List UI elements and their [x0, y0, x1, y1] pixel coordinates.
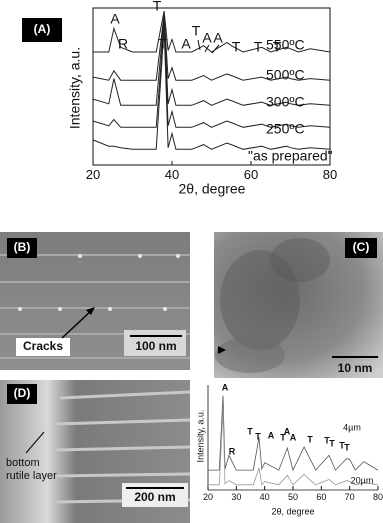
x-axis-label: 2θ, degree: [179, 181, 246, 197]
annotation: rutile layer: [6, 470, 57, 482]
x-tick-label: 80: [373, 492, 383, 502]
tem-image-c: (C) 10 nm: [214, 232, 383, 378]
peak-annotation: T: [232, 39, 241, 55]
peak-annotation: R: [229, 446, 236, 456]
x-tick-label: 20: [86, 167, 100, 182]
x-tick-label: 50: [288, 492, 298, 502]
x-tick-label: 70: [345, 492, 355, 502]
series-label: 550ºC: [266, 37, 305, 53]
peak-annotation: A: [213, 30, 223, 46]
series-line: [208, 395, 379, 472]
panel-label: (A): [34, 22, 51, 36]
y-axis-label: Intensity, a.u.: [67, 47, 83, 129]
panel-label-box: [22, 18, 62, 42]
peak-annotation: A: [202, 30, 212, 46]
peak-annotation: T: [344, 442, 350, 452]
annotation: bottom: [6, 457, 40, 469]
series-line: [92, 26, 331, 150]
peak-annotation: A: [268, 430, 275, 440]
peak-annotation: T: [339, 440, 345, 450]
peak-annotation: R: [118, 36, 128, 52]
peak-annotation: T: [247, 426, 253, 436]
series-label: 20µm: [351, 475, 374, 485]
series-label: 250ºC: [266, 121, 305, 137]
series-line: [92, 14, 331, 81]
x-tick-label: 20: [203, 492, 213, 502]
annotation: Cracks: [23, 339, 63, 353]
scale-bar-label: 100 nm: [135, 339, 176, 353]
sem-image-b: (B) Cracks 100 nm: [0, 232, 190, 370]
scale-bar-label: 200 nm: [134, 490, 175, 504]
x-axis-label: 2θ, degree: [271, 506, 314, 516]
x-tick-label: 60: [316, 492, 326, 502]
peak-annotation: T: [192, 23, 201, 39]
peak-annotation: A: [110, 11, 120, 27]
peak-annotation: A: [284, 426, 291, 436]
y-axis-label: Intensity, a.u.: [195, 410, 205, 463]
peak-annotation: T: [153, 0, 162, 14]
series-label: 4µm: [343, 422, 361, 432]
peak-annotation: A: [181, 36, 191, 52]
peak-annotation: A: [290, 432, 297, 442]
series-label: 300ºC: [266, 94, 305, 110]
peak-annotation: T: [324, 435, 330, 445]
series-label: "as prepared": [248, 148, 333, 164]
series-label: 500ºC: [266, 67, 305, 83]
peak-annotation: T: [255, 431, 261, 441]
peak-annotation: T: [307, 434, 313, 444]
peak-annotation: T: [280, 432, 286, 442]
series-line: [92, 23, 331, 128]
x-tick-label: 60: [244, 167, 258, 182]
series-line: [92, 15, 331, 106]
peak-annotation: T: [273, 39, 282, 55]
panel-label: (D): [14, 386, 31, 400]
peak-annotation: T: [329, 438, 335, 448]
x-tick-label: 30: [231, 492, 241, 502]
x-tick-label: 40: [165, 167, 179, 182]
series-line: [208, 410, 379, 486]
peak-annotation: T: [254, 39, 263, 55]
x-tick-label: 80: [323, 167, 337, 182]
panel-label: (B): [14, 240, 31, 254]
scale-bar-label: 10 nm: [338, 361, 373, 375]
peak-annotation: T: [159, 36, 168, 52]
series-line: [93, 11, 331, 53]
peak-annotation: A: [222, 382, 229, 392]
sem-image-d: (D) bottom rutile layer 200 nm: [0, 380, 191, 523]
plot-frame: [92, 7, 331, 166]
panel-label: (C): [353, 240, 370, 254]
x-tick-label: 40: [260, 492, 270, 502]
